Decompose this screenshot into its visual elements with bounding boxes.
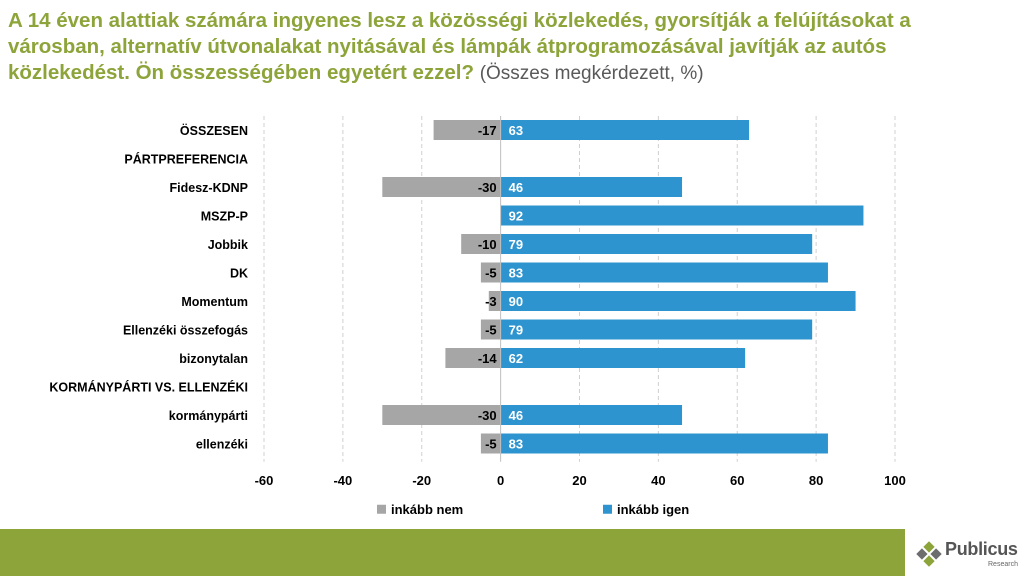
bar-inkabb-igen (500, 205, 864, 226)
x-tick-label: 80 (809, 473, 823, 488)
data-label-inkabb-igen: 92 (509, 209, 523, 224)
data-label-inkabb-nem: -3 (485, 294, 497, 309)
data-label-inkabb-nem: -10 (478, 237, 497, 252)
legend-label-inkabb-nem: inkább nem (391, 502, 463, 517)
bar-inkabb-nem (480, 433, 501, 454)
legend-swatch-inkabb-igen (603, 504, 612, 514)
bar-inkabb-igen (500, 319, 813, 340)
bar-inkabb-nem (480, 262, 501, 283)
bar-inkabb-igen (500, 120, 750, 140)
category-label: Jobbik (208, 238, 248, 252)
data-label-inkabb-nem: -17 (478, 123, 497, 138)
x-tick-label: -20 (412, 473, 431, 488)
data-label-inkabb-igen: 79 (509, 237, 523, 252)
x-tick-label: 100 (884, 473, 906, 488)
data-label-inkabb-nem: -30 (478, 408, 497, 423)
bar-inkabb-nem (488, 291, 501, 311)
bar-chart: ÖSSZESEN -17 63 PÁRTPREFERENCIA Fidesz-KDNP -… (49, 116, 906, 517)
bar-inkabb-igen (500, 433, 828, 454)
data-label-inkabb-igen: 83 (509, 437, 523, 452)
category-label: PÁRTPREFERENCIA (124, 152, 248, 167)
x-tick-label: 40 (651, 473, 665, 488)
category-label: kormánypárti (169, 409, 248, 423)
data-label-inkabb-nem: -5 (485, 323, 497, 338)
publicus-logo: Publicus Research (915, 536, 1021, 572)
data-label-inkabb-nem: -5 (485, 437, 497, 452)
bar-inkabb-igen (500, 234, 813, 254)
category-label: Momentum (181, 295, 248, 309)
chart-title: A 14 éven alattiak számára ingyenes lesz… (8, 8, 1008, 87)
bar-inkabb-igen (500, 405, 683, 425)
footer-band (0, 529, 905, 576)
data-label-inkabb-igen: 46 (509, 180, 523, 195)
bar-inkabb-nem (461, 234, 501, 254)
x-tick-label: -60 (255, 473, 274, 488)
logo-text: Publicus (945, 539, 1018, 559)
category-label: ÖSSZESEN (180, 123, 248, 138)
bar-inkabb-nem (382, 405, 501, 425)
category-label: KORMÁNYPÁRTI VS. ELLENZÉKI (49, 380, 248, 395)
data-label-inkabb-igen: 63 (509, 123, 523, 138)
title-main: A 14 éven alattiak számára ingyenes lesz… (8, 9, 911, 84)
bar-inkabb-igen (500, 262, 828, 283)
data-label-inkabb-nem: -5 (485, 266, 497, 281)
data-label-inkabb-igen: 62 (509, 351, 523, 366)
category-label: bizonytalan (179, 352, 248, 366)
legend-swatch-inkabb-nem (377, 504, 386, 514)
category-label: Ellenzéki összefogás (123, 324, 248, 338)
bar-inkabb-igen (500, 348, 746, 368)
legend-label-inkabb-igen: inkább igen (617, 502, 689, 517)
category-label: MSZP-P (201, 210, 248, 224)
category-label: Fidesz-KDNP (170, 181, 248, 195)
data-label-inkabb-igen: 79 (509, 323, 523, 338)
x-tick-label: 0 (497, 473, 504, 488)
x-tick-label: -40 (333, 473, 352, 488)
x-tick-label: 60 (730, 473, 744, 488)
publicus-logo-icon (916, 541, 942, 567)
data-label-inkabb-igen: 46 (509, 408, 523, 423)
data-label-inkabb-nem: -30 (478, 180, 497, 195)
bar-inkabb-nem (480, 319, 501, 340)
data-label-inkabb-igen: 90 (509, 294, 523, 309)
x-tick-label: 20 (572, 473, 586, 488)
title-subtitle: (Összes megkérdezett, %) (479, 63, 704, 84)
category-label: DK (230, 267, 248, 281)
category-label: ellenzéki (196, 438, 248, 452)
bar-inkabb-nem (382, 177, 501, 197)
bar-inkabb-igen (500, 177, 683, 197)
bar-inkabb-igen (500, 291, 856, 311)
bar-inkabb-nem (445, 348, 501, 368)
data-label-inkabb-igen: 83 (509, 266, 523, 281)
data-label-inkabb-nem: -14 (478, 351, 498, 366)
bar-inkabb-nem (433, 120, 501, 140)
logo-subtext: Research (988, 561, 1018, 568)
